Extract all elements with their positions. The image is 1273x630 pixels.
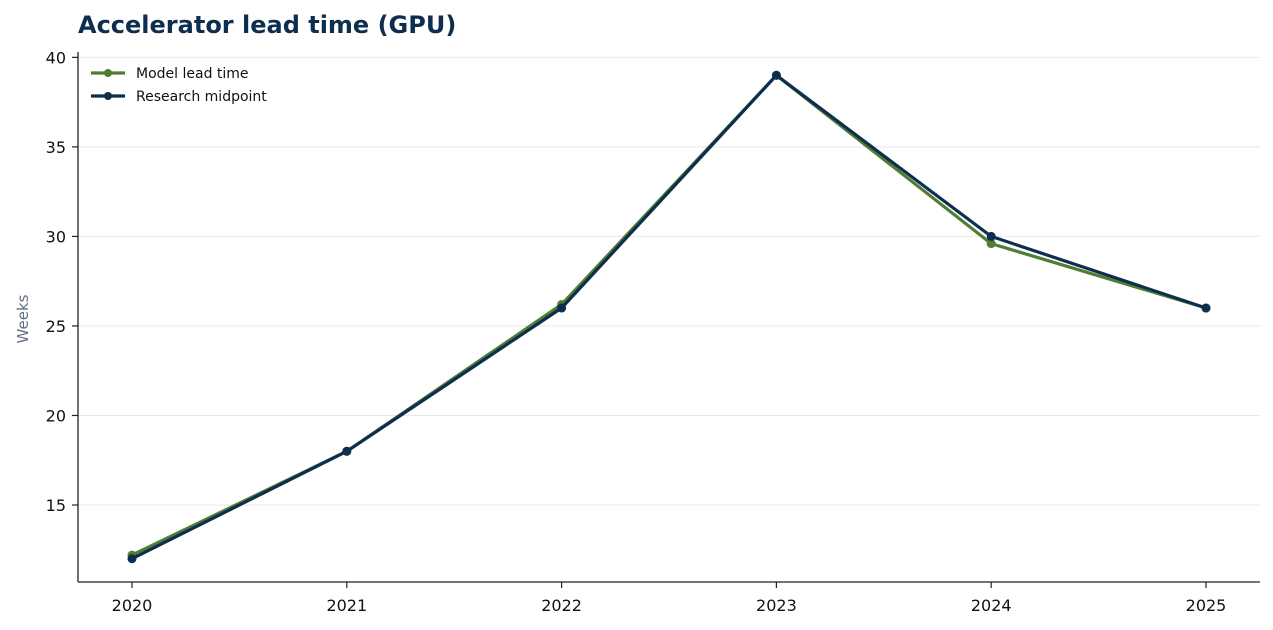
legend: Model lead time Research midpoint [91, 66, 267, 105]
x-tick-label: 2024 [971, 596, 1012, 615]
legend-label: Research midpoint [136, 89, 267, 105]
x-tick-label: 2025 [1186, 596, 1227, 615]
x-tick-label: 2022 [541, 596, 582, 615]
y-tick-label: 35 [46, 138, 66, 157]
series-2 [127, 70, 1211, 564]
data-point [986, 231, 996, 241]
series-line [130, 73, 1208, 561]
data-point [557, 303, 567, 313]
data-point [986, 239, 996, 249]
y-tick-label: 25 [46, 317, 66, 336]
y-tick-label: 30 [46, 227, 66, 246]
legend-item: Model lead time [91, 66, 249, 82]
data-point [127, 554, 137, 564]
y-ticks: 15 20 25 30 35 40 [46, 48, 78, 515]
x-tick-label: 2020 [112, 596, 153, 615]
x-tick-label: 2023 [756, 596, 797, 615]
legend-swatch-marker [104, 92, 112, 100]
axes [77, 52, 1260, 583]
data-point [1201, 303, 1211, 313]
series-1 [127, 70, 1211, 560]
y-tick-label: 20 [46, 406, 66, 425]
y-tick-label: 40 [46, 48, 66, 67]
data-point [771, 70, 781, 80]
y-axis-label: Weeks [14, 294, 32, 343]
legend-swatch-marker [104, 69, 112, 77]
gridlines [78, 56, 1260, 506]
legend-item: Research midpoint [91, 89, 267, 105]
y-tick-label: 15 [46, 496, 66, 515]
series-lines [127, 70, 1211, 564]
chart-title: Accelerator lead time (GPU) [78, 11, 456, 39]
x-ticks: 2020 2021 2022 2023 2024 2025 [112, 582, 1227, 615]
data-point [342, 446, 352, 456]
legend-label: Model lead time [136, 66, 249, 82]
x-tick-label: 2021 [326, 596, 367, 615]
